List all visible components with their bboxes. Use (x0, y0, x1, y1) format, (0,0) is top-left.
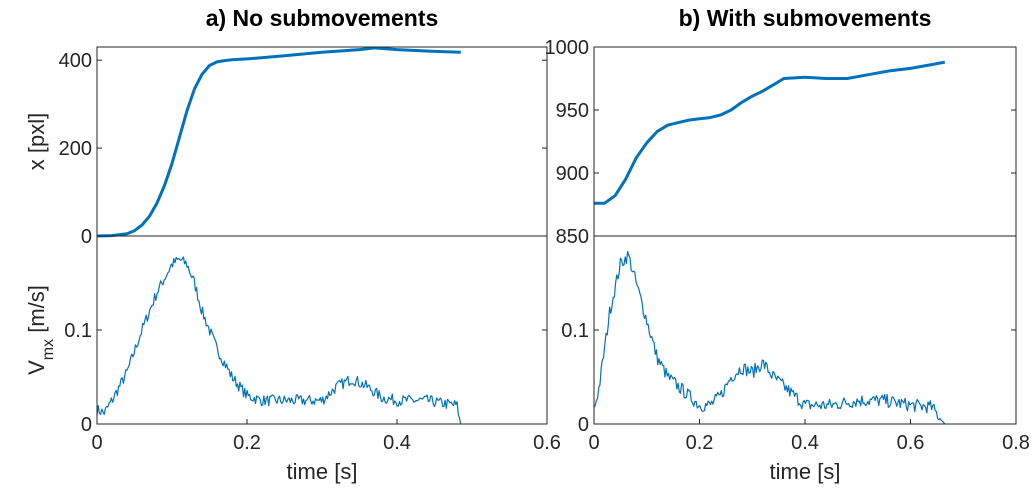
axes-box (593, 46, 1017, 237)
axes-box (96, 235, 548, 425)
x-tick-label: 0 (91, 432, 102, 454)
y-tick-label: 0.1 (64, 320, 92, 342)
y-tick-label: 900 (556, 163, 589, 185)
series-line (594, 60, 946, 205)
y-tick-label: 400 (59, 50, 92, 72)
series-line (593, 250, 946, 425)
x-axis-label: time [s] (287, 459, 358, 484)
y-tick-label: 1000 (545, 37, 590, 59)
y-tick-label: 850 (556, 226, 589, 248)
x-tick-label: 0.6 (897, 432, 925, 454)
chart-title: a) No submovements (206, 5, 439, 31)
y-tick-label: 0 (81, 226, 92, 248)
x-tick-label: 0 (588, 432, 599, 454)
x-axis-label: time [s] (770, 459, 841, 484)
panel-a-velocity: 0 0.1 0 0.2 0.4 0.6 time [s] Vmx [m/s] (24, 235, 561, 484)
y-tick-label: 200 (59, 138, 92, 160)
panel-b-position: 850 900 950 1000 b) With submovements (545, 5, 1017, 248)
x-tick-label: 0.6 (533, 432, 561, 454)
x-tick-label: 0.8 (1002, 432, 1030, 454)
axes-box (96, 46, 548, 237)
x-tick-label: 0.4 (383, 432, 411, 454)
y-axis-label: x [pxl] (24, 113, 49, 170)
series-line (96, 256, 462, 425)
y-tick-label: 950 (556, 100, 589, 122)
axes-box (593, 235, 1017, 425)
chart-title: b) With submovements (679, 5, 932, 31)
y-tick-label: 0 (578, 414, 589, 436)
y-tick-label: 0.1 (561, 320, 589, 342)
x-tick-label: 0.2 (233, 432, 261, 454)
y-axis-label: Vmx [m/s] (24, 285, 57, 375)
y-tick-label: 0 (81, 414, 92, 436)
panel-b-velocity: 0 0.1 0 0.2 0.4 0.6 0.8 time [s] (561, 235, 1030, 484)
series-line (96, 46, 461, 238)
x-tick-label: 0.4 (791, 432, 819, 454)
panel-a-position: 0 200 400 a) No submovements x [pxl] (24, 5, 548, 248)
x-tick-label: 0.2 (686, 432, 714, 454)
